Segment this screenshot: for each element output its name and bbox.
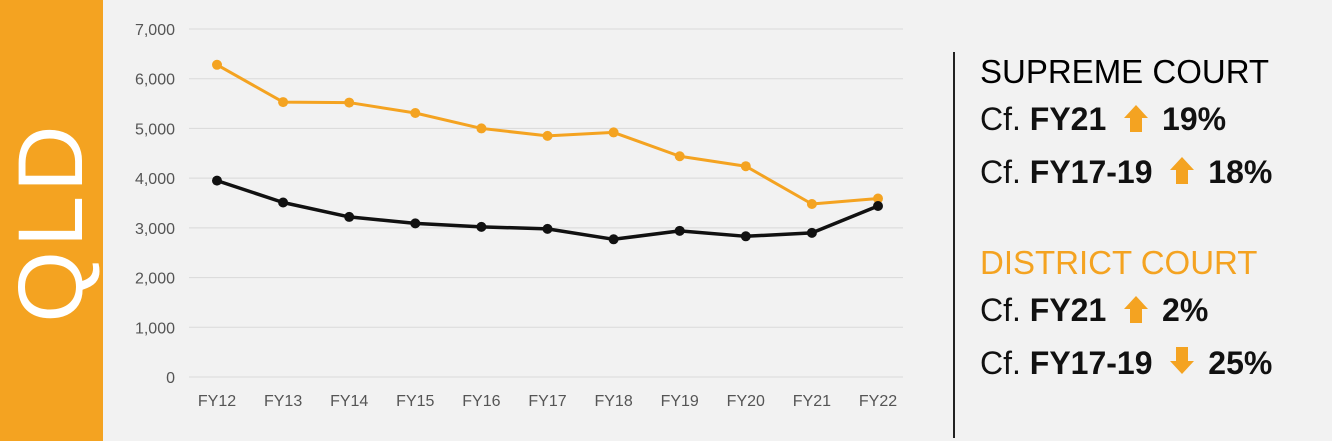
row-prefix: Cf. — [980, 292, 1021, 329]
stats-panel: SUPREME COURT Cf. FY21 19% Cf. FY17-19 1… — [980, 50, 1320, 390]
arrow-up-icon — [1169, 149, 1195, 199]
data-point — [278, 197, 289, 208]
data-point — [476, 123, 487, 134]
supreme-court-row-fy21: Cf. FY21 19% — [980, 94, 1320, 147]
arrow-up-icon — [1123, 288, 1149, 338]
divider — [953, 52, 955, 438]
row-prefix: Cf. — [980, 153, 1021, 190]
y-tick-label: 5,000 — [135, 121, 175, 138]
x-tick-label: FY19 — [661, 393, 699, 410]
y-tick-label: 2,000 — [135, 271, 175, 288]
row-period: FY21 — [1029, 292, 1107, 329]
y-tick-label: 1,000 — [135, 320, 175, 337]
x-tick-label: FY18 — [594, 393, 632, 410]
row-percent: 25% — [1208, 344, 1273, 381]
data-point — [410, 218, 421, 229]
data-point — [806, 227, 817, 238]
data-point — [278, 97, 289, 108]
supreme-court-row-fy17-19: Cf. FY17-19 18% — [980, 147, 1320, 200]
arrow-down-icon — [1169, 340, 1195, 390]
data-point — [344, 211, 355, 222]
data-point — [212, 59, 222, 70]
y-tick-label: 3,000 — [135, 221, 175, 238]
row-period: FY17-19 — [1029, 344, 1153, 381]
x-tick-label: FY16 — [462, 393, 500, 410]
arrow-up-icon — [1123, 97, 1149, 147]
y-tick-label: 4,000 — [135, 171, 175, 188]
y-tick-label: 6,000 — [135, 72, 175, 89]
district-court-row-fy17-19: Cf. FY17-19 25% — [980, 338, 1320, 391]
data-point — [542, 223, 553, 234]
data-point — [344, 97, 355, 108]
data-point — [608, 127, 619, 138]
row-percent: 18% — [1208, 153, 1273, 190]
x-tick-label: FY15 — [396, 393, 434, 410]
x-tick-label: FY17 — [528, 393, 566, 410]
row-percent: 2% — [1162, 292, 1209, 329]
x-tick-label: FY22 — [859, 393, 897, 410]
state-label: QLD — [0, 121, 102, 323]
x-tick-label: FY14 — [330, 393, 368, 410]
data-point — [674, 151, 685, 162]
data-point — [410, 108, 421, 119]
data-point — [740, 161, 751, 172]
supreme-court-block: SUPREME COURT Cf. FY21 19% Cf. FY17-19 1… — [980, 50, 1320, 199]
data-point — [806, 198, 817, 209]
data-point — [542, 130, 553, 141]
row-prefix: Cf. — [980, 344, 1021, 381]
y-tick-label: 0 — [166, 370, 175, 387]
data-point — [740, 231, 751, 242]
line-chart: 0 1,000 2,000 3,000 4,000 5,000 6,000 7,000 FY12… — [135, 22, 903, 410]
x-tick-label: FY13 — [264, 393, 302, 410]
district-court-heading: DISTRICT COURT — [980, 244, 1258, 282]
y-tick-label: 7,000 — [135, 22, 175, 39]
x-tick-label: FY20 — [727, 393, 765, 410]
row-period: FY17-19 — [1029, 153, 1153, 190]
data-point — [476, 221, 487, 232]
state-label-bar: QLD — [0, 0, 103, 441]
district-court-block: DISTRICT COURT Cf. FY21 2% Cf. FY17-19 2… — [980, 241, 1320, 390]
row-percent: 19% — [1162, 101, 1227, 137]
data-point — [608, 234, 619, 245]
supreme-court-heading: SUPREME COURT — [980, 53, 1270, 90]
x-tick-label: FY21 — [793, 393, 831, 410]
row-period: FY21 — [1029, 101, 1107, 137]
data-point — [873, 193, 883, 204]
x-tick-label: FY12 — [198, 393, 236, 410]
district-court-row-fy21: Cf. FY21 2% — [980, 285, 1320, 338]
data-point — [212, 175, 222, 186]
row-prefix: Cf. — [980, 101, 1021, 137]
data-point — [674, 225, 685, 236]
data-point — [873, 200, 883, 211]
